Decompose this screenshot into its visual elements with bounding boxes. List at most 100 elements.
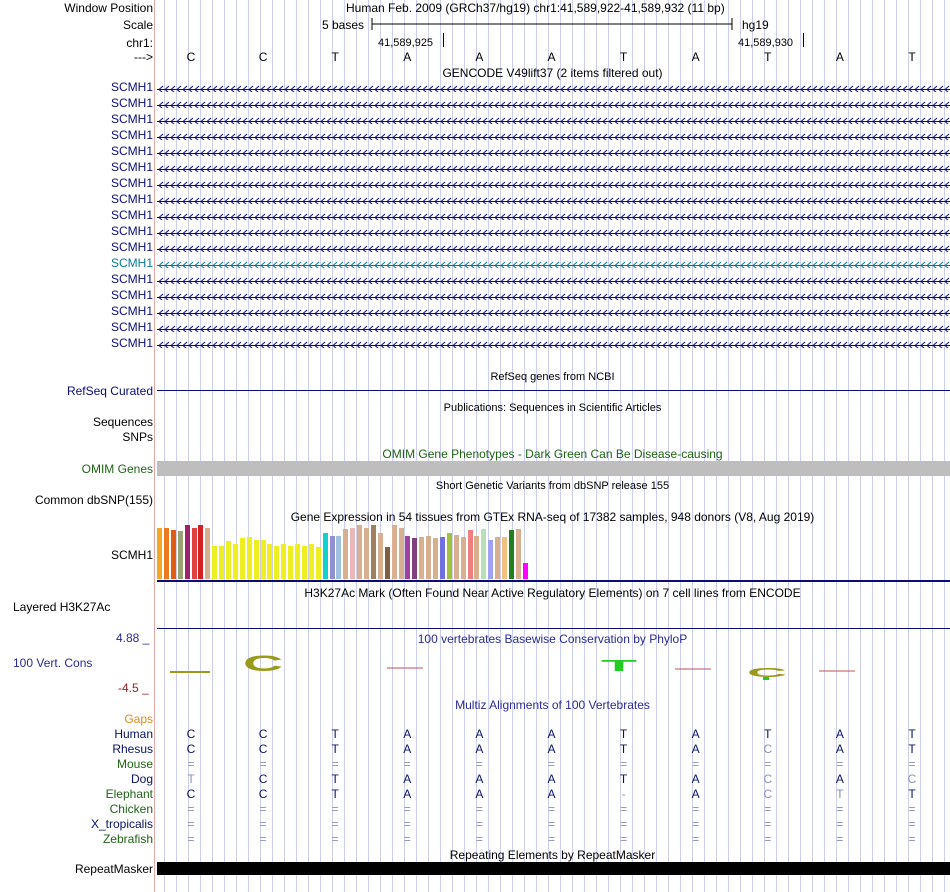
phylop-title[interactable]: 100 vertebrates Basewise Conservation by…: [417, 632, 688, 646]
gtex-tissue-bar[interactable]: [419, 537, 425, 579]
gtex-tissue-bar[interactable]: [260, 540, 266, 579]
species-label[interactable]: X_tropicalis: [90, 817, 153, 831]
gtex-tissue-bar[interactable]: [502, 537, 507, 579]
repeatmasker-label[interactable]: RepeatMasker: [74, 862, 153, 876]
gtex-tissue-bar[interactable]: [398, 528, 404, 579]
gencode-gene-label[interactable]: SCMH1: [110, 192, 153, 206]
gtex-tissue-bar[interactable]: [267, 544, 273, 579]
gtex-tissue-bar[interactable]: [357, 525, 363, 579]
gencode-gene-label[interactable]: SCMH1: [110, 336, 153, 350]
gtex-tissue-bar[interactable]: [274, 546, 280, 579]
omim-title[interactable]: OMIM Gene Phenotypes - Dark Green Can Be…: [382, 447, 723, 461]
gtex-tissue-bar[interactable]: [253, 540, 259, 579]
gtex-tissue-bar[interactable]: [508, 530, 514, 579]
gtex-tissue-bar[interactable]: [246, 537, 252, 579]
gencode-transcript[interactable]: [157, 115, 950, 124]
gtex-tissue-bar[interactable]: [364, 528, 369, 579]
dbsnp-label[interactable]: Common dbSNP(155): [34, 493, 153, 507]
gtex-tissue-bar[interactable]: [239, 538, 245, 579]
repeatmasker-bar[interactable]: [157, 862, 950, 875]
gtex-tissue-bar[interactable]: [412, 538, 418, 579]
gtex-tissue-bar[interactable]: [205, 528, 211, 579]
dbsnp-title[interactable]: Short Genetic Variants from dbSNP releas…: [435, 480, 670, 492]
refseq-gene-line[interactable]: [157, 390, 950, 391]
gencode-gene-label[interactable]: SCMH1: [110, 176, 153, 190]
gaps-label[interactable]: Gaps: [124, 712, 153, 726]
repeatmasker-title[interactable]: Repeating Elements by RepeatMasker: [449, 848, 656, 862]
species-label[interactable]: Rhesus: [112, 742, 153, 756]
gtex-tissue-bar[interactable]: [391, 525, 397, 579]
gtex-tissue-bar[interactable]: [370, 525, 376, 579]
gtex-tissue-bar[interactable]: [288, 546, 294, 579]
gencode-gene-label[interactable]: SCMH1: [110, 288, 153, 302]
gtex-tissue-bar[interactable]: [446, 533, 452, 579]
gencode-gene-label[interactable]: SCMH1: [110, 240, 153, 254]
gtex-tissue-bar[interactable]: [308, 544, 314, 579]
gtex-tissue-bar[interactable]: [495, 537, 501, 579]
gencode-transcript[interactable]: [157, 307, 950, 316]
publications-title[interactable]: Publications: Sequences in Scientific Ar…: [443, 402, 662, 414]
gencode-gene-label[interactable]: SCMH1: [110, 128, 153, 142]
gencode-gene-label[interactable]: SCMH1: [110, 80, 153, 94]
species-label[interactable]: Mouse: [116, 757, 153, 771]
gencode-transcript[interactable]: [157, 275, 950, 284]
gtex-tissue-bar[interactable]: [426, 536, 432, 579]
gtex-tissue-bar[interactable]: [336, 536, 342, 579]
gtex-tissue-bar[interactable]: [281, 544, 287, 579]
gencode-gene-label[interactable]: SCMH1: [110, 304, 153, 318]
gencode-gene-label[interactable]: SCMH1: [110, 208, 153, 222]
gencode-transcript[interactable]: [157, 163, 950, 172]
gtex-tissue-bar[interactable]: [329, 536, 335, 579]
publications-label-snps[interactable]: SNPs: [122, 430, 153, 444]
gtex-label[interactable]: SCMH1: [110, 548, 153, 562]
gencode-transcript[interactable]: [157, 323, 950, 332]
gtex-tissue-bar[interactable]: [177, 531, 183, 579]
gtex-tissue-bar[interactable]: [191, 528, 197, 579]
gtex-tissue-bar[interactable]: [184, 525, 190, 579]
gtex-tissue-bar[interactable]: [226, 541, 231, 579]
gencode-transcript[interactable]: [157, 131, 950, 140]
gtex-tissue-bar[interactable]: [515, 529, 521, 579]
gencode-transcript[interactable]: [157, 195, 950, 204]
refseq-label[interactable]: RefSeq Curated: [66, 384, 153, 398]
gencode-transcript[interactable]: [157, 339, 950, 348]
species-label[interactable]: Zebrafish: [102, 832, 153, 846]
multiz-title[interactable]: Multiz Alignments of 100 Vertebrates: [455, 698, 650, 712]
gencode-gene-label[interactable]: SCMH1: [110, 272, 153, 286]
gencode-transcript[interactable]: [157, 259, 950, 268]
gencode-transcript[interactable]: [157, 179, 950, 188]
gtex-tissue-bar[interactable]: [219, 546, 225, 579]
h3k27ac-title[interactable]: H3K27Ac Mark (Often Found Near Active Re…: [304, 586, 801, 600]
phylop-logo[interactable]: C T C: [155, 652, 950, 686]
gencode-transcript[interactable]: [157, 83, 950, 92]
gencode-gene-label[interactable]: SCMH1: [110, 256, 153, 270]
gencode-title[interactable]: GENCODE V49lift37 (2 items filtered out): [442, 66, 663, 80]
gencode-transcript[interactable]: [157, 211, 950, 220]
gencode-transcript[interactable]: [157, 99, 950, 108]
gtex-tissue-bar[interactable]: [384, 547, 390, 579]
gencode-gene-label[interactable]: SCMH1: [110, 224, 153, 238]
gtex-tissue-bar[interactable]: [460, 537, 466, 579]
gtex-tissue-bar[interactable]: [453, 535, 459, 579]
gtex-tissue-bar[interactable]: [232, 544, 238, 579]
gtex-tissue-bar[interactable]: [212, 546, 218, 579]
h3k27ac-label[interactable]: Layered H3K27Ac: [13, 600, 111, 614]
gtex-title[interactable]: Gene Expression in 54 tissues from GTEx …: [290, 510, 815, 524]
gtex-tissue-bar[interactable]: [343, 529, 349, 579]
gencode-transcript[interactable]: [157, 243, 950, 252]
publications-label-sequences[interactable]: Sequences: [92, 415, 153, 429]
species-label[interactable]: Elephant: [105, 787, 153, 801]
gtex-tissue-bar[interactable]: [433, 538, 438, 579]
gtex-tissue-bar[interactable]: [474, 536, 480, 579]
refseq-title[interactable]: RefSeq genes from NCBI: [490, 371, 615, 383]
gtex-tissue-bar[interactable]: [198, 525, 204, 579]
gencode-gene-label[interactable]: SCMH1: [110, 144, 153, 158]
gtex-tissue-bar[interactable]: [315, 547, 321, 579]
species-label[interactable]: Dog: [130, 772, 153, 786]
species-label[interactable]: Chicken: [109, 802, 153, 816]
gtex-tissue-bar[interactable]: [488, 540, 494, 579]
gencode-gene-label[interactable]: SCMH1: [110, 320, 153, 334]
gtex-tissue-bar[interactable]: [322, 533, 328, 579]
gencode-transcript[interactable]: [157, 147, 950, 156]
